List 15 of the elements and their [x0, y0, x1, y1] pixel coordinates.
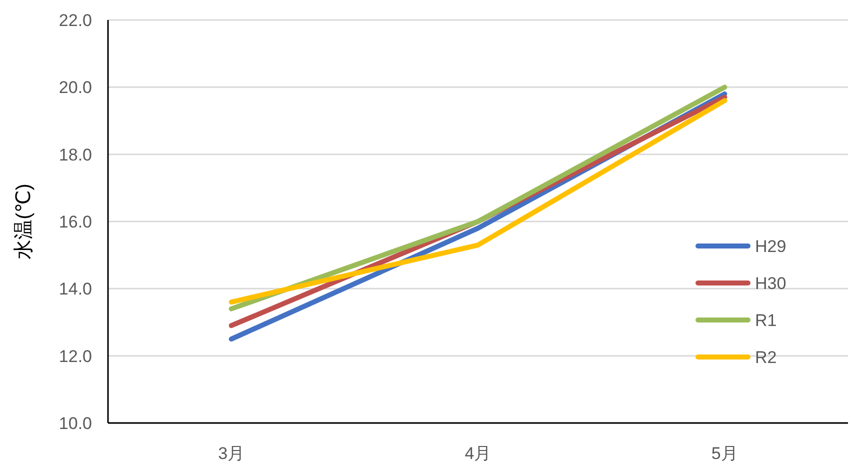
y-tick-label: 12.0	[58, 346, 92, 366]
x-tick-label: 5月	[711, 444, 738, 463]
y-tick-label: 18.0	[58, 145, 92, 164]
x-tick-label: 4月	[464, 444, 492, 463]
y-tick-label: 22.0	[58, 11, 92, 30]
y-axis-title: 水温(℃)	[13, 184, 35, 260]
legend-label: R1	[755, 311, 777, 330]
legend-label: R2	[755, 348, 777, 367]
y-tick-label: 20.0	[58, 78, 92, 98]
legend-label: H30	[755, 274, 786, 293]
y-tick-label: 14.0	[58, 280, 92, 299]
x-tick-label: 3月	[218, 444, 245, 463]
y-tick-label: 10.0	[58, 414, 92, 433]
y-tick-label: 16.0	[58, 212, 92, 232]
legend-label: H29	[755, 237, 786, 256]
